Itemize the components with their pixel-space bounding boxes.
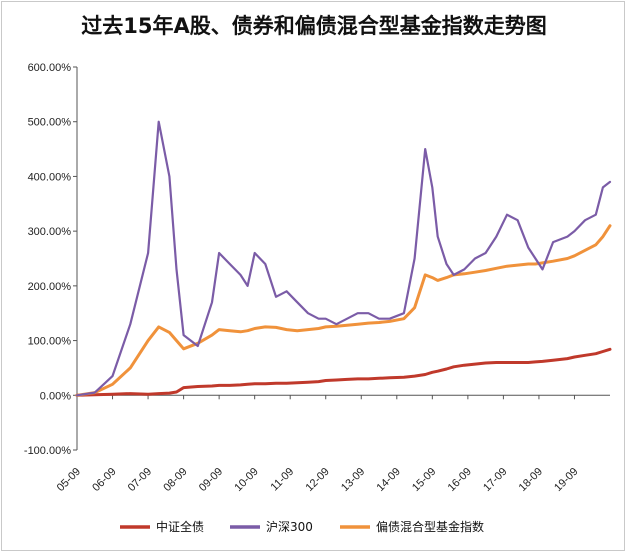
axes [76, 67, 610, 450]
x-tick-label: 16-09 [446, 466, 474, 494]
x-tick-label: 07-09 [126, 466, 154, 494]
series-line-0 [75, 347, 612, 397]
series-lines [75, 120, 612, 397]
y-tick-label: 300.00% [28, 226, 72, 238]
y-tick-label: 200.00% [28, 281, 72, 293]
series-line-1 [75, 120, 612, 397]
x-tick-label: 12-09 [303, 466, 331, 494]
y-tick-label: -100.00% [24, 445, 71, 457]
x-tick-label: 14-09 [375, 466, 403, 494]
x-tick-label: 15-09 [410, 466, 438, 494]
legend-label: 沪深300 [266, 520, 313, 534]
x-tick-label: 10-09 [232, 466, 260, 494]
legend-label: 偏债混合型基金指数 [376, 519, 484, 534]
y-tick-label: 400.00% [28, 171, 72, 183]
series-line-2 [75, 224, 612, 397]
x-tick-label: 05-09 [55, 466, 83, 494]
x-tick-label: 08-09 [161, 466, 189, 494]
x-tick-label: 19-09 [552, 466, 580, 494]
x-tick-label: 09-09 [197, 466, 225, 494]
y-tick-label: 600.00% [28, 62, 72, 74]
y-tick-label: 100.00% [28, 336, 72, 348]
chart-title: 过去15年A股、债券和偏债混合型基金指数走势图 [81, 14, 547, 38]
x-tick-label: 17-09 [481, 466, 509, 494]
y-tick-label: 500.00% [28, 117, 72, 129]
legend-label: 中证全债 [156, 519, 204, 534]
y-axis-ticks: -100.00% 0.00% 100.00% 200.00% 300.00% 400.00… [24, 62, 77, 457]
x-tick-label: 13-09 [339, 466, 367, 494]
y-tick-label: 0.00% [40, 390, 71, 402]
x-tick-label: 11-09 [269, 466, 297, 494]
x-axis-ticks: 05-09 06-09 07-09 08-09 09-09 10-09 11-09 12-09… [55, 395, 581, 494]
x-tick-label: 06-09 [90, 466, 118, 494]
legend: 中证全债 沪深300 偏债混合型基金指数 [120, 519, 484, 534]
x-tick-label: 18-09 [517, 466, 545, 494]
